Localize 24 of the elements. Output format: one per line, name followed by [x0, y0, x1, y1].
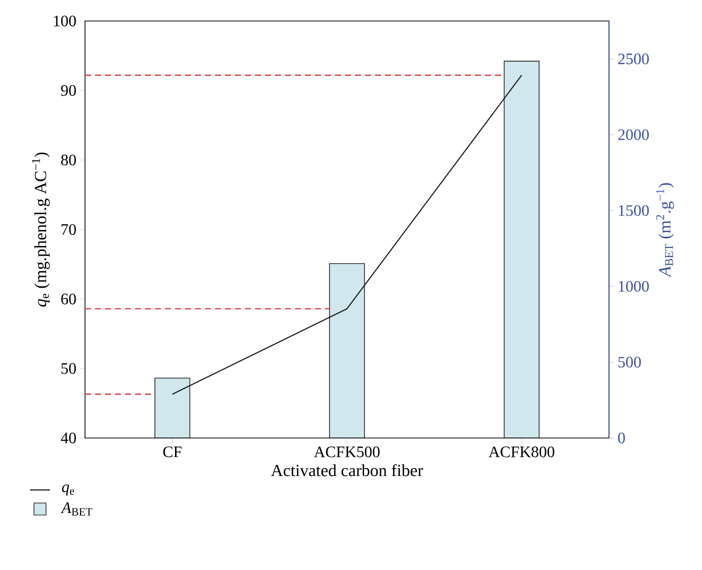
y-axis-title: q$_{e}$ (mg.phenol.g AC$^{−1}$)	[32, 152, 50, 307]
bar	[154, 378, 190, 438]
x-tick-label: CF	[163, 446, 182, 458]
y-tick-label: 80	[61, 154, 76, 166]
legend-label: q$_{e}$	[62, 484, 74, 496]
y2-tick-label: 1500	[618, 205, 649, 216]
y2-tick-label: 2500	[618, 54, 649, 64]
bar	[329, 263, 365, 438]
legend-label: A$_{BET}$	[60, 502, 92, 516]
bar	[504, 60, 540, 438]
y2-tick-label: 0	[618, 432, 625, 444]
y-tick-label: 60	[61, 294, 76, 304]
y2-tick-label: 1000	[618, 280, 649, 292]
y-tick-label: 70	[62, 224, 76, 235]
x-tick-label: ACFK500	[314, 446, 380, 458]
y2-tick-label: 500	[618, 356, 641, 368]
y-tick-label: 40	[60, 432, 76, 444]
y-tick-label: 100	[54, 16, 76, 26]
y2-axis-title: A$_{BET}$ (m$^{2}$.g$^{−1}$)	[656, 183, 674, 278]
y2-tick-label: 2000	[618, 129, 649, 140]
x-tick-label: ACFK800	[488, 446, 554, 458]
x-axis-title: Activated carbon fiber	[271, 464, 424, 476]
y-tick-label: 90	[61, 85, 76, 96]
y-tick-label: 50	[61, 363, 76, 374]
